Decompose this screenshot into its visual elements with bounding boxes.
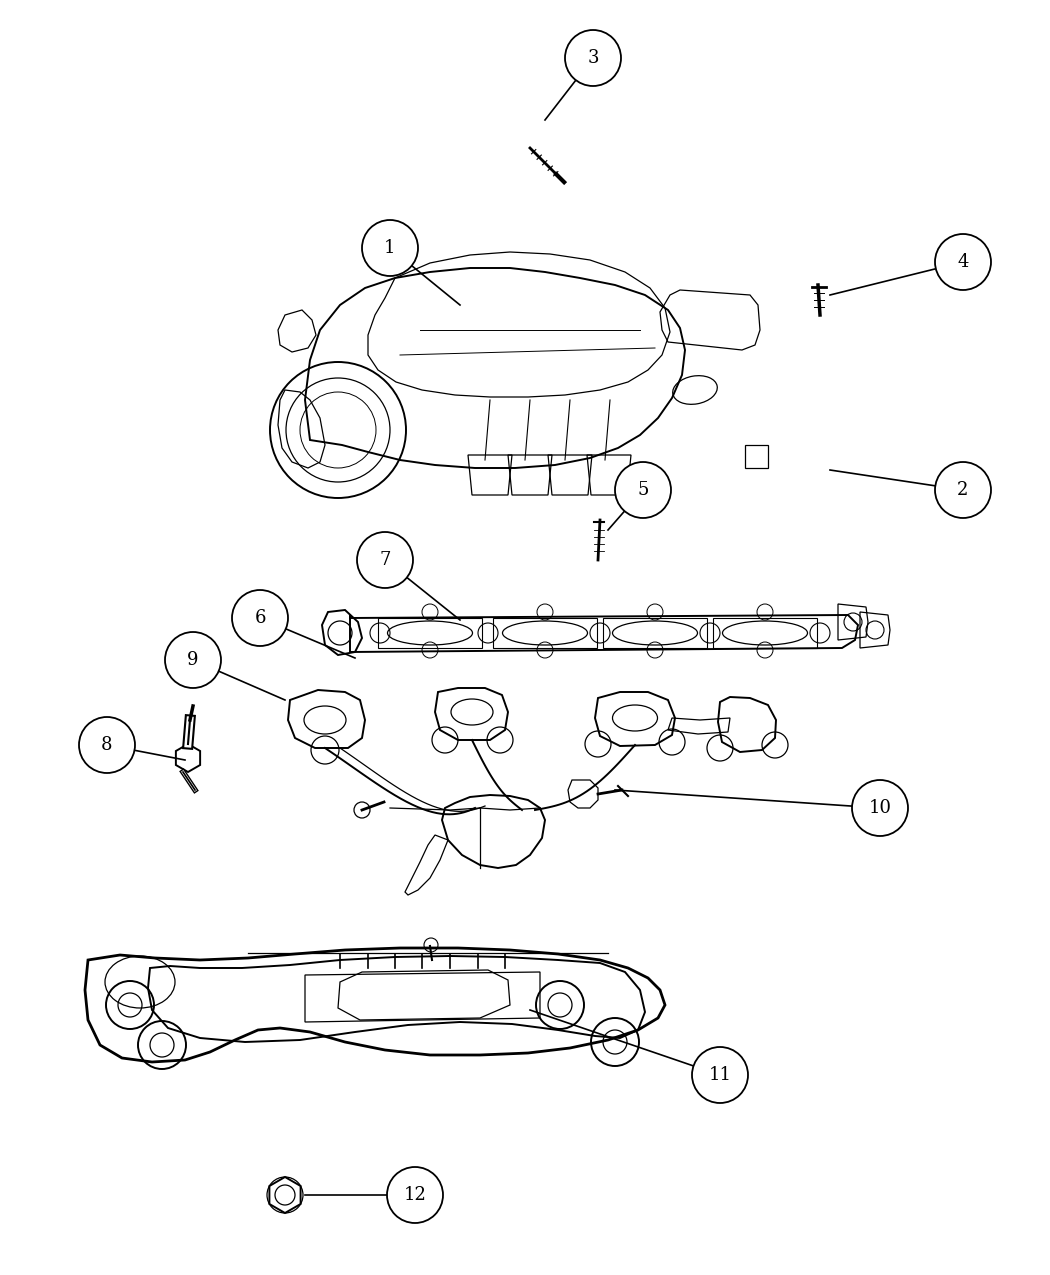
Text: 10: 10 <box>868 799 891 817</box>
Text: 3: 3 <box>587 48 598 68</box>
Circle shape <box>852 780 908 836</box>
Circle shape <box>357 532 413 588</box>
Text: 1: 1 <box>384 238 396 258</box>
Circle shape <box>615 462 671 518</box>
Text: 11: 11 <box>709 1066 732 1084</box>
Circle shape <box>362 221 418 275</box>
Circle shape <box>165 632 220 688</box>
Circle shape <box>565 31 621 85</box>
Text: 8: 8 <box>101 736 112 754</box>
Circle shape <box>692 1047 748 1103</box>
Text: 9: 9 <box>187 652 198 669</box>
Text: 2: 2 <box>958 481 969 499</box>
Circle shape <box>387 1167 443 1223</box>
Text: 5: 5 <box>637 481 649 499</box>
Circle shape <box>934 235 991 289</box>
Text: 4: 4 <box>958 252 969 272</box>
Circle shape <box>934 462 991 518</box>
Circle shape <box>79 717 135 773</box>
Text: 12: 12 <box>403 1186 426 1204</box>
Circle shape <box>232 590 288 646</box>
Text: 6: 6 <box>254 609 266 627</box>
Text: 7: 7 <box>379 551 391 569</box>
